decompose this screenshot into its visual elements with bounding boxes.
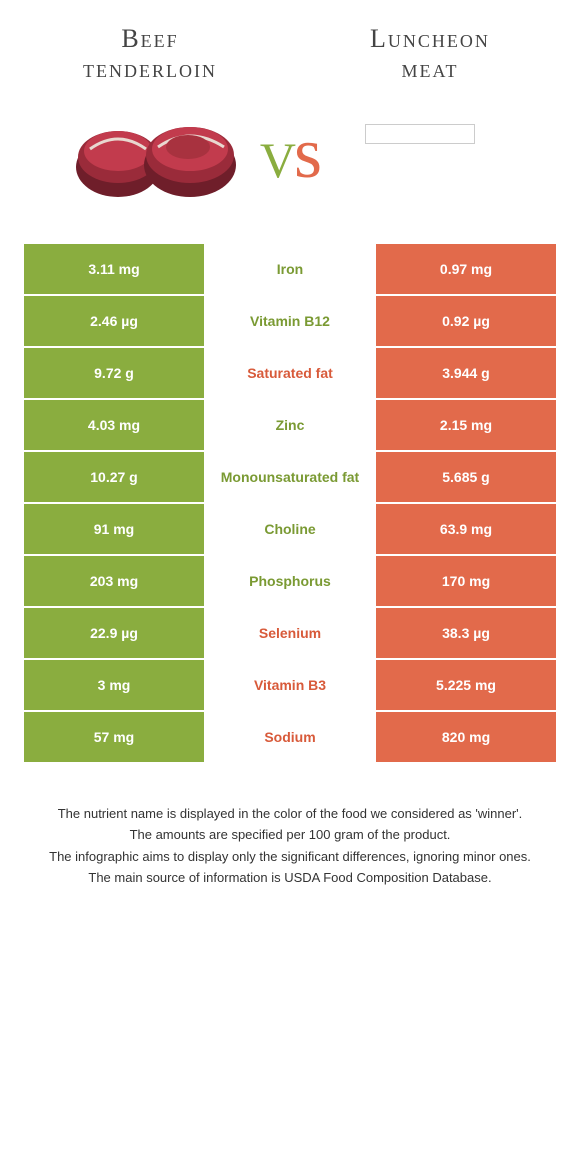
left-food-title: Beef tenderloin xyxy=(30,24,270,84)
left-food-image xyxy=(70,94,250,214)
left-title-line1: Beef xyxy=(121,24,178,53)
nutrient-name: Saturated fat xyxy=(204,348,376,398)
nutrient-name: Vitamin B12 xyxy=(204,296,376,346)
right-food-image xyxy=(330,94,510,214)
right-value: 5.225 mg xyxy=(376,660,556,710)
footer-line-3: The infographic aims to display only the… xyxy=(28,847,552,867)
nutrient-name: Choline xyxy=(204,504,376,554)
left-value: 3.11 mg xyxy=(24,244,204,294)
luncheon-meat-placeholder xyxy=(365,124,475,144)
left-value: 22.9 µg xyxy=(24,608,204,658)
beef-tenderloin-icon xyxy=(70,99,250,209)
left-value: 3 mg xyxy=(24,660,204,710)
vs-s: s xyxy=(294,112,320,195)
left-value: 2.46 µg xyxy=(24,296,204,346)
footer-notes: The nutrient name is displayed in the co… xyxy=(0,764,580,888)
table-row: 57 mgSodium820 mg xyxy=(24,712,556,764)
nutrient-table: 3.11 mgIron0.97 mg2.46 µgVitamin B120.92… xyxy=(24,244,556,764)
table-row: 2.46 µgVitamin B120.92 µg xyxy=(24,296,556,348)
right-title-line1: Luncheon xyxy=(370,24,490,53)
left-value: 9.72 g xyxy=(24,348,204,398)
right-value: 170 mg xyxy=(376,556,556,606)
right-title-line2: meat xyxy=(402,54,459,83)
nutrient-name: Vitamin B3 xyxy=(204,660,376,710)
nutrient-name: Sodium xyxy=(204,712,376,762)
nutrient-name: Selenium xyxy=(204,608,376,658)
image-row: vs xyxy=(0,84,580,244)
table-row: 9.72 gSaturated fat3.944 g xyxy=(24,348,556,400)
right-value: 820 mg xyxy=(376,712,556,762)
right-value: 0.92 µg xyxy=(376,296,556,346)
table-row: 22.9 µgSelenium38.3 µg xyxy=(24,608,556,660)
nutrient-name: Monounsaturated fat xyxy=(204,452,376,502)
footer-line-4: The main source of information is USDA F… xyxy=(28,868,552,888)
right-value: 3.944 g xyxy=(376,348,556,398)
right-value: 63.9 mg xyxy=(376,504,556,554)
vs-label: vs xyxy=(260,112,320,195)
footer-line-1: The nutrient name is displayed in the co… xyxy=(28,804,552,824)
right-value: 0.97 mg xyxy=(376,244,556,294)
right-value: 5.685 g xyxy=(376,452,556,502)
right-food-title: Luncheon meat xyxy=(310,24,550,84)
table-row: 203 mgPhosphorus170 mg xyxy=(24,556,556,608)
left-value: 10.27 g xyxy=(24,452,204,502)
table-row: 3 mgVitamin B35.225 mg xyxy=(24,660,556,712)
right-value: 2.15 mg xyxy=(376,400,556,450)
header: Beef tenderloin Luncheon meat xyxy=(0,0,580,84)
right-value: 38.3 µg xyxy=(376,608,556,658)
left-value: 57 mg xyxy=(24,712,204,762)
nutrient-name: Phosphorus xyxy=(204,556,376,606)
left-value: 91 mg xyxy=(24,504,204,554)
left-title-line2: tenderloin xyxy=(83,54,217,83)
vs-v: v xyxy=(260,112,294,195)
nutrient-name: Zinc xyxy=(204,400,376,450)
nutrient-name: Iron xyxy=(204,244,376,294)
left-value: 203 mg xyxy=(24,556,204,606)
table-row: 91 mgCholine63.9 mg xyxy=(24,504,556,556)
table-row: 10.27 gMonounsaturated fat5.685 g xyxy=(24,452,556,504)
table-row: 3.11 mgIron0.97 mg xyxy=(24,244,556,296)
left-value: 4.03 mg xyxy=(24,400,204,450)
footer-line-2: The amounts are specified per 100 gram o… xyxy=(28,825,552,845)
table-row: 4.03 mgZinc2.15 mg xyxy=(24,400,556,452)
